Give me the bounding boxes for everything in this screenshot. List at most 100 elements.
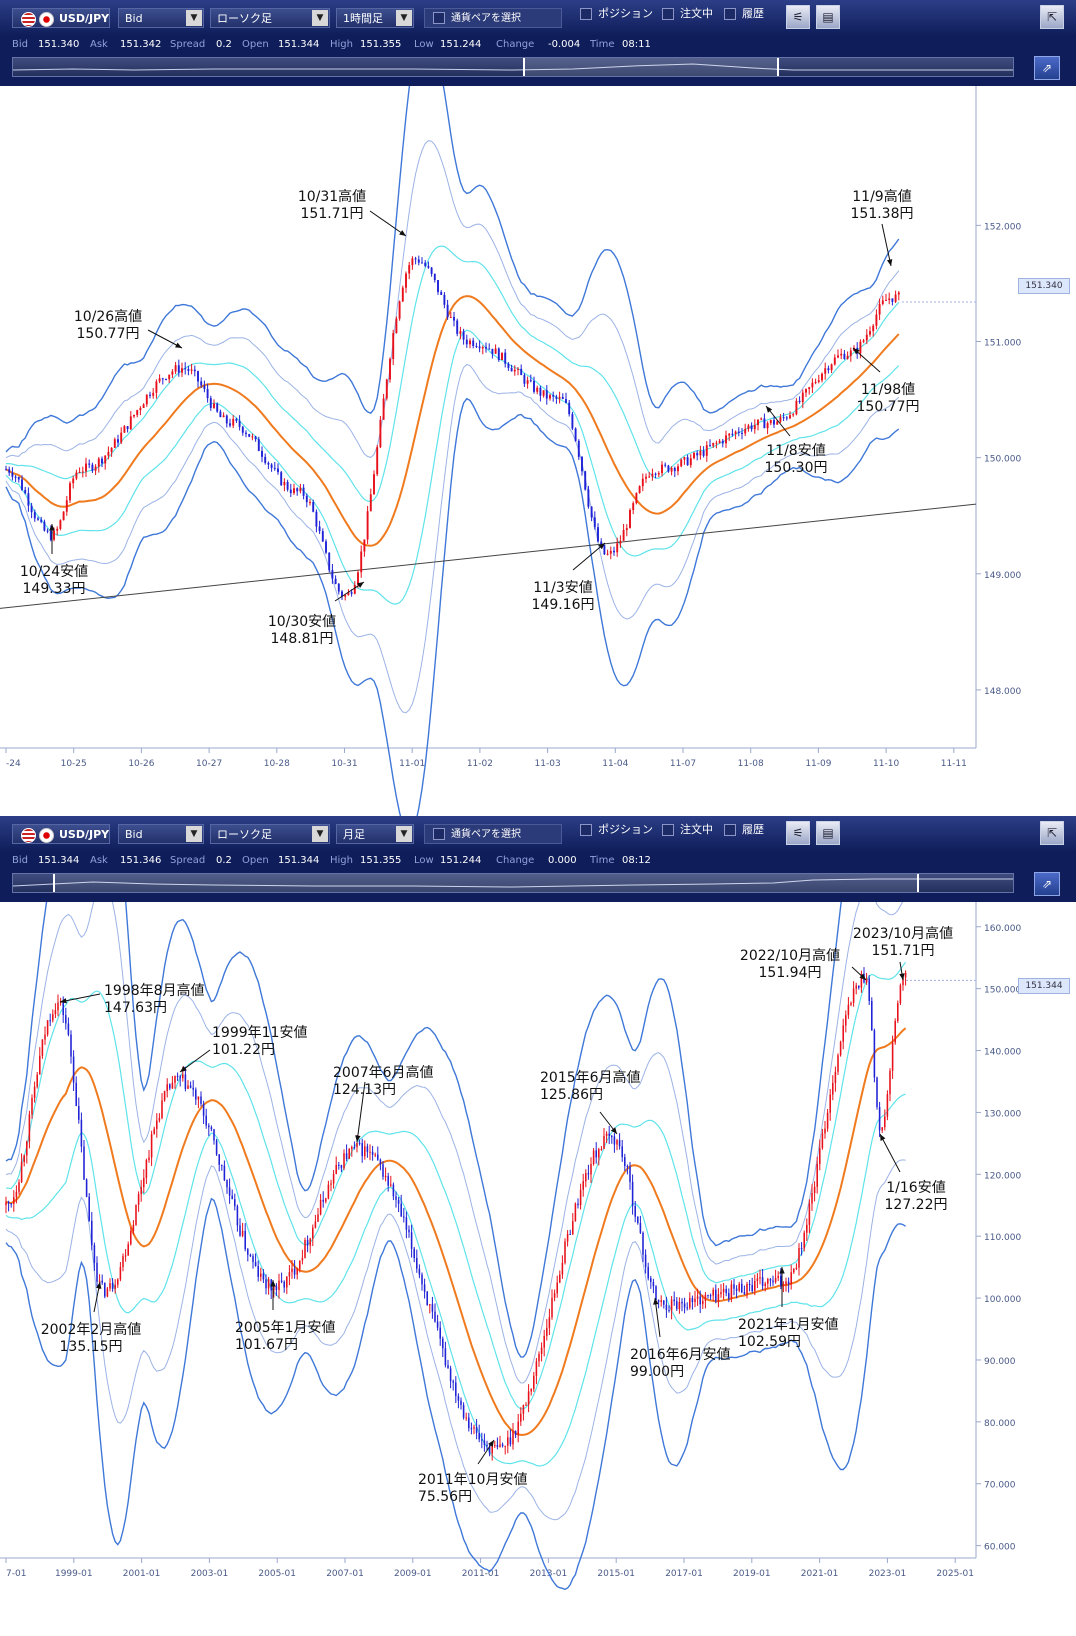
history-toggle[interactable]: 履歴 <box>724 4 784 24</box>
jp-flag-icon <box>39 12 54 27</box>
candle-body <box>520 1413 522 1422</box>
candle-body <box>780 1275 782 1286</box>
candle-body <box>257 439 260 451</box>
annotation-label: 11/98値 <box>861 382 915 398</box>
x-tick-label: 2003-01 <box>191 1569 229 1579</box>
select-pair-button[interactable]: 通貨ペアを選択 <box>424 8 562 28</box>
candle-body <box>496 1445 499 1447</box>
spread-label: Spread <box>170 39 206 50</box>
candle-body <box>337 583 340 592</box>
bid-value: 151.340 <box>38 39 80 50</box>
window-icon[interactable]: ▤ <box>816 5 840 29</box>
checkbox-icon <box>724 8 736 20</box>
candle-body <box>7 1201 10 1204</box>
candle-body <box>829 1094 831 1113</box>
chart-area[interactable]: 148.000 149.000 150.000 151.000 152.000 -24 10… <box>0 18 1076 836</box>
expand-icon[interactable]: ⇗ <box>1034 56 1060 80</box>
candle-body <box>542 390 545 396</box>
annotation-label: 10/31高値 <box>298 188 366 205</box>
window-icon[interactable]: ▤ <box>816 821 840 845</box>
position-toggle[interactable]: ポジション <box>580 4 662 24</box>
candle-body <box>590 506 593 518</box>
chart-type-select[interactable]: ローソク足 ▼ <box>210 824 330 844</box>
chevron-down-icon: ▼ <box>186 826 202 842</box>
candle-body <box>85 463 87 472</box>
candle-body <box>321 531 324 542</box>
candle-body <box>803 1232 805 1249</box>
chart-settings-icon[interactable]: ⚟ <box>786 821 810 845</box>
candle-body <box>712 1289 714 1296</box>
candle-body <box>254 1261 257 1266</box>
candle-body <box>746 1283 748 1295</box>
candle-body <box>28 1114 31 1142</box>
history-toggle[interactable]: 履歴 <box>724 820 784 840</box>
candle-body <box>403 1216 405 1218</box>
candle-body <box>247 1249 249 1255</box>
currency-pair-select[interactable]: USD/JPY <box>12 8 110 28</box>
candle-body <box>894 1021 896 1043</box>
candle-body <box>150 1134 153 1158</box>
price-chart-svg[interactable]: 148.000 149.000 150.000 151.000 152.000 -24 10… <box>0 18 1076 836</box>
price-chart-svg[interactable]: 60.000 70.000 80.000 90.000 100.000 110.000 12… <box>0 758 1076 1632</box>
moving-average-line <box>5 295 900 547</box>
y-tick-label: 148.000 <box>984 687 1021 697</box>
navigator-scrollbar[interactable] <box>12 873 1014 893</box>
candle-body <box>574 1203 577 1222</box>
collapse-icon[interactable]: ⇱ <box>1040 821 1064 845</box>
candle-body <box>215 1140 218 1155</box>
timeframe-select[interactable]: 1時間足 ▼ <box>336 8 414 28</box>
navigator-scrollbar[interactable] <box>12 57 1014 77</box>
order-toggle[interactable]: 注文中 <box>662 4 722 24</box>
candle-body <box>533 380 535 392</box>
candle-body <box>110 447 113 452</box>
candle-body <box>824 368 827 374</box>
candle-body <box>245 432 247 435</box>
candle-body <box>686 1307 688 1309</box>
annotation-label: 149.33円 <box>23 581 86 597</box>
arrowhead-icon <box>49 524 55 531</box>
annotation-label: 101.22円 <box>212 1042 275 1058</box>
position-toggle[interactable]: ポジション <box>580 820 662 840</box>
price-type-select[interactable]: Bid ▼ <box>118 824 204 844</box>
price-type-select[interactable]: Bid ▼ <box>118 8 204 28</box>
candle-body <box>356 1142 358 1148</box>
candle-body <box>442 1338 444 1349</box>
select-pair-button[interactable]: 通貨ペアを選択 <box>424 824 562 844</box>
candle-body <box>101 1280 103 1283</box>
currency-pair-select[interactable]: USD/JPY <box>12 824 110 844</box>
timeframe-select[interactable]: 月足 ▼ <box>336 824 414 844</box>
navigator-window-handle[interactable] <box>53 874 919 892</box>
candle-body <box>286 481 289 490</box>
candle-body <box>30 505 33 513</box>
chart-area[interactable]: 60.000 70.000 80.000 90.000 100.000 110.000 12… <box>0 758 1076 1632</box>
candle-body <box>603 1135 605 1149</box>
arrowhead-icon <box>610 1127 617 1134</box>
annotation-label: 10/24安値 <box>20 564 88 580</box>
candle-body <box>254 436 257 440</box>
candle-body <box>865 334 868 341</box>
candle-body <box>417 259 420 263</box>
timeframe-label: 1時間足 <box>343 12 383 25</box>
expand-icon[interactable]: ⇗ <box>1034 872 1060 896</box>
candle-body <box>251 436 254 438</box>
chart-settings-icon[interactable]: ⚟ <box>786 5 810 29</box>
candle-body <box>299 1260 301 1269</box>
candle-body <box>382 398 385 420</box>
candle-body <box>318 526 321 532</box>
candle-body <box>286 1276 288 1288</box>
candle-body <box>673 1299 675 1302</box>
order-toggle[interactable]: 注文中 <box>662 820 722 840</box>
candle-body <box>137 1194 140 1205</box>
change-value: 0.000 <box>548 855 577 866</box>
chart-type-select[interactable]: ローソク足 ▼ <box>210 8 330 28</box>
candle-body <box>766 423 769 429</box>
candle-body <box>702 450 705 456</box>
navigator-window-handle[interactable] <box>523 58 779 76</box>
candle-body <box>648 476 651 478</box>
candle-body <box>379 1159 382 1165</box>
candle-body <box>57 1002 59 1011</box>
collapse-icon[interactable]: ⇱ <box>1040 5 1064 29</box>
candle-body <box>203 385 206 390</box>
candle-body <box>709 445 711 447</box>
candle-body <box>405 1217 408 1230</box>
